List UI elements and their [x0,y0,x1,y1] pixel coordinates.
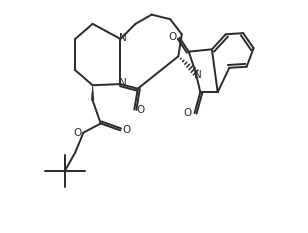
Text: O: O [122,125,130,135]
Text: N: N [119,78,127,88]
Text: O: O [184,108,192,118]
Polygon shape [91,85,94,100]
Text: N: N [119,33,127,43]
Text: O: O [136,105,144,115]
Text: N: N [194,70,202,80]
Text: O: O [73,128,82,138]
Text: O: O [168,32,177,42]
